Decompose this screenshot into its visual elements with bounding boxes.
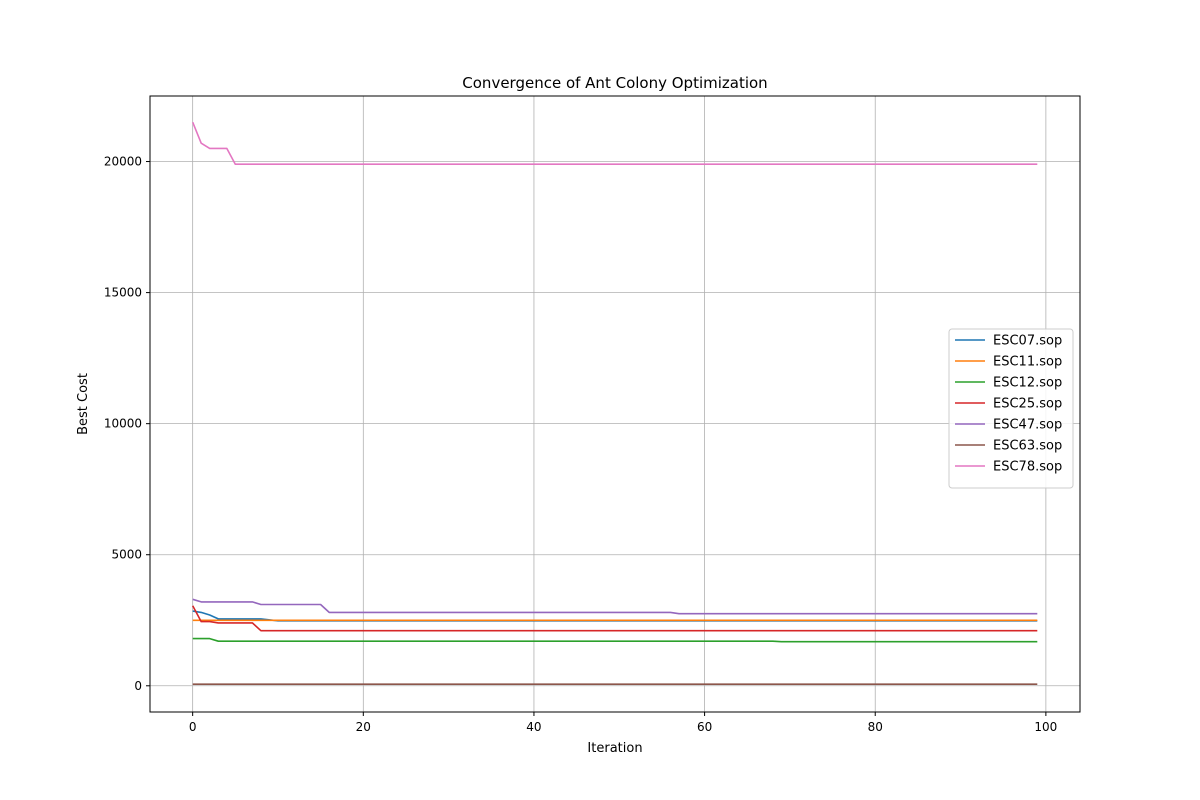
x-axis-label: Iteration (587, 741, 642, 756)
legend-label: ESC07.sop (993, 334, 1062, 349)
y-axis-label: Best Cost (76, 373, 91, 435)
x-tick-label: 100 (1034, 720, 1057, 734)
chart-title: Convergence of Ant Colony Optimization (462, 74, 767, 92)
x-tick-label: 80 (868, 720, 883, 734)
y-tick-label: 20000 (104, 155, 142, 169)
legend-label: ESC25.sop (993, 397, 1062, 412)
x-tick-label: 20 (356, 720, 371, 734)
x-axis-ticks: 0 20 40 60 80 100 (189, 712, 1057, 734)
legend-label: ESC78.sop (993, 460, 1062, 475)
grid (150, 96, 1080, 712)
plot-area-frame (149, 95, 1081, 713)
y-tick-label: 10000 (104, 417, 142, 431)
legend-label: ESC11.sop (993, 355, 1062, 370)
series-line-esc12-sop (192, 637, 1038, 643)
x-tick-label: 40 (526, 720, 541, 734)
x-tick-label: 60 (697, 720, 712, 734)
series-line-esc47-sop (192, 598, 1038, 615)
series-line-esc25-sop (191, 605, 1038, 632)
y-axis-ticks: 0 5000 10000 15000 20000 (104, 155, 150, 693)
y-tick-label: 15000 (104, 286, 142, 300)
y-tick-label: 0 (134, 679, 142, 693)
x-tick-label: 0 (189, 720, 197, 734)
y-tick-label: 5000 (111, 548, 142, 562)
series-line-esc78-sop (191, 121, 1038, 165)
series-lines (191, 121, 1038, 686)
legend-label: ESC63.sop (993, 439, 1062, 454)
legend: ESC07.sop ESC11.sop ESC12.sop ESC25.sop ESC4… (948, 328, 1074, 489)
legend-box (948, 328, 1074, 489)
legend-label: ESC12.sop (993, 376, 1062, 391)
legend-label: ESC47.sop (993, 418, 1062, 433)
